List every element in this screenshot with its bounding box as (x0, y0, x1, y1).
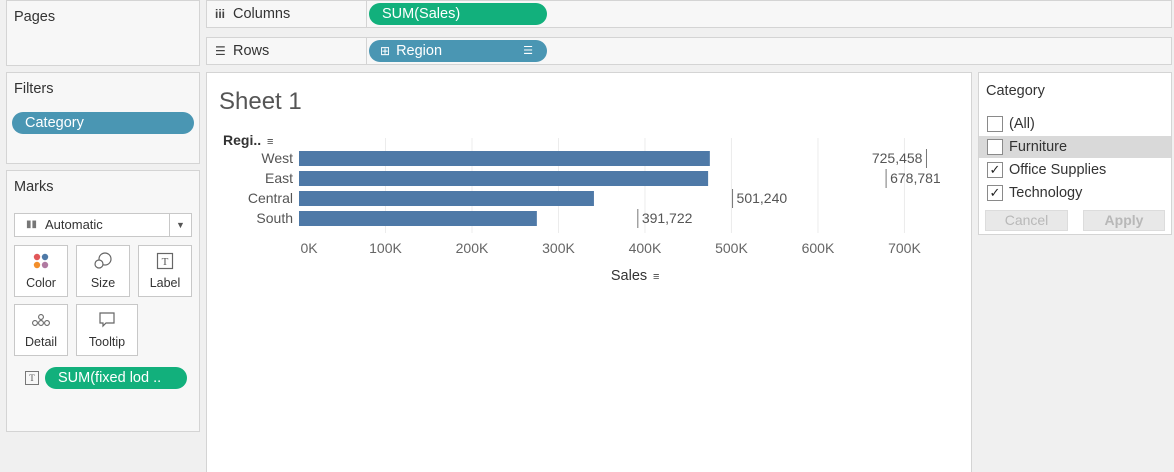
rows-shelf-label: ☰ Rows (207, 38, 367, 64)
bar (299, 151, 710, 166)
x-tick-label: 0K (300, 240, 318, 256)
sort-icon: ≡ (267, 136, 273, 148)
label-icon: T (139, 246, 191, 276)
bar (299, 211, 537, 226)
detail-button-label: Detail (25, 335, 57, 349)
region-pill[interactable]: ⊞ Region ☰ (369, 40, 547, 62)
worksheet-canvas: Sheet 1 Regi.. ≡ West East Central South 725,4… (206, 72, 972, 472)
category-option-technology[interactable]: ✓ Technology (979, 182, 1171, 204)
x-tick-label: 500K (715, 240, 748, 256)
bar-chart-icon: ▮▮ (26, 219, 38, 230)
label-field-pill[interactable]: SUM(fixed lod .. (45, 367, 187, 389)
category-filter-pill[interactable]: Category (12, 112, 194, 134)
category-label: West (261, 150, 293, 166)
color-button-label: Color (26, 276, 56, 290)
x-tick-label: 200K (456, 240, 489, 256)
category-filter-card: Category (All) Furniture ✓ Office Supplie… (978, 72, 1172, 235)
columns-label-text: Columns (233, 6, 291, 22)
x-tick-label: 400K (629, 240, 662, 256)
bar (299, 191, 594, 206)
category-option-all[interactable]: (All) (979, 113, 1171, 135)
checkbox-furniture[interactable] (987, 139, 1003, 155)
option-label: (All) (1009, 116, 1035, 132)
expand-icon: ⊞ (380, 44, 391, 58)
region-pill-label: Region (396, 43, 443, 59)
data-label: 501,240 (737, 190, 788, 206)
sort-icon[interactable]: ☰ (523, 45, 533, 57)
option-label: Furniture (1009, 139, 1068, 155)
label-field-icon: T (25, 371, 39, 385)
pages-title: Pages (14, 9, 56, 25)
label-button[interactable]: T Label (138, 245, 192, 297)
x-tick-label: 300K (542, 240, 575, 256)
cancel-button[interactable]: Cancel (985, 210, 1068, 231)
category-option-furniture[interactable]: Furniture (979, 136, 1171, 158)
category-option-office-supplies[interactable]: ✓ Office Supplies (979, 159, 1171, 181)
color-dots-icon (15, 246, 67, 276)
apply-button[interactable]: Apply (1083, 210, 1165, 231)
category-filter-title: Category (986, 83, 1045, 99)
data-label: 391,722 (642, 210, 693, 226)
rows-label-text: Rows (233, 43, 270, 59)
bar (299, 171, 709, 186)
category-label: Central (248, 190, 293, 206)
columns-icon: iii (215, 7, 226, 21)
mark-type-dropdown[interactable]: ▮▮ Automatic ▼ (14, 213, 192, 237)
tooltip-button-label: Tooltip (88, 335, 126, 349)
chevron-down-icon[interactable]: ▼ (169, 214, 191, 236)
pages-panel: Pages (6, 0, 200, 66)
sort-icon: ≡ (653, 271, 659, 283)
checkbox-all[interactable] (987, 116, 1003, 132)
data-label: 725,458 (872, 150, 923, 166)
data-label: 678,781 (890, 170, 941, 186)
category-label: South (256, 210, 293, 226)
x-axis-title: Sales (611, 268, 647, 284)
columns-shelf: iii Columns SUM(Sales) (206, 0, 1172, 28)
category-label: East (265, 170, 293, 186)
svg-text:T: T (162, 256, 169, 268)
filters-title: Filters (14, 81, 54, 97)
checkbox-technology[interactable]: ✓ (987, 185, 1003, 201)
filters-panel: Filters Category (6, 72, 200, 164)
x-tick-label: 600K (802, 240, 835, 256)
checkbox-office-supplies[interactable]: ✓ (987, 162, 1003, 178)
bar-chart: Regi.. ≡ West East Central South 725,458 678,78… (223, 132, 941, 284)
rows-icon: ☰ (215, 44, 226, 58)
rows-shelf: ☰ Rows ⊞ Region ☰ (206, 37, 1172, 65)
mark-type-value: Automatic (45, 217, 103, 232)
row-header: Regi.. (223, 132, 261, 148)
tooltip-icon (77, 305, 137, 335)
size-button-label: Size (90, 276, 116, 290)
sum-sales-pill[interactable]: SUM(Sales) (369, 3, 547, 25)
sheet-title: Sheet 1 (219, 88, 302, 115)
detail-icon (15, 305, 67, 335)
size-button[interactable]: Size (76, 245, 130, 297)
label-button-label: Label (149, 276, 181, 290)
color-button[interactable]: Color (14, 245, 68, 297)
x-tick-label: 100K (369, 240, 402, 256)
detail-button[interactable]: Detail (14, 304, 68, 356)
tooltip-button[interactable]: Tooltip (76, 304, 138, 356)
x-tick-label: 700K (888, 240, 921, 256)
marks-panel: Marks ▮▮ Automatic ▼ Color Size T (6, 170, 200, 432)
marks-title: Marks (14, 179, 54, 195)
option-label: Office Supplies (1009, 162, 1107, 178)
size-icon (77, 246, 129, 276)
columns-shelf-label: iii Columns (207, 1, 367, 27)
option-label: Technology (1009, 185, 1083, 201)
